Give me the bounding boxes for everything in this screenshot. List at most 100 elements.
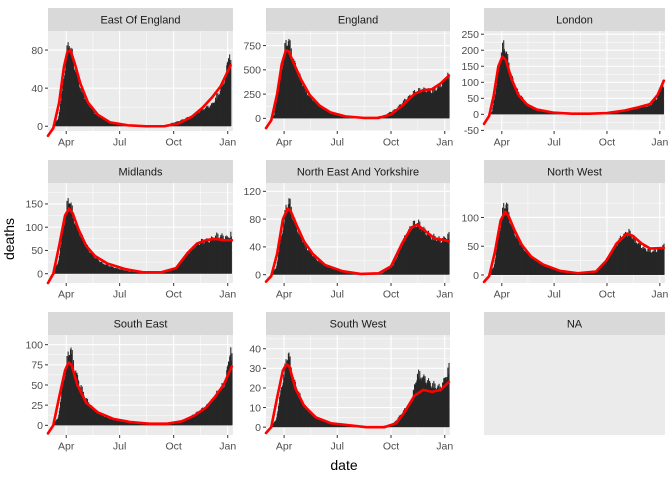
facet-strip xyxy=(48,8,233,31)
death-bar xyxy=(346,425,348,428)
death-bar xyxy=(335,114,337,119)
death-bar xyxy=(221,233,223,274)
death-bar xyxy=(281,70,283,119)
death-bar xyxy=(209,107,211,127)
death-bar xyxy=(591,271,593,275)
death-bar xyxy=(170,270,172,274)
death-bar xyxy=(396,257,398,275)
death-bar xyxy=(446,377,448,428)
death-bar xyxy=(425,382,427,428)
death-bar xyxy=(85,399,87,426)
death-bar xyxy=(306,250,308,275)
death-bar xyxy=(226,65,228,127)
death-bar xyxy=(101,118,103,127)
death-bar xyxy=(115,267,117,274)
death-bar xyxy=(434,87,436,119)
death-bar xyxy=(653,251,655,275)
death-bar xyxy=(111,266,113,274)
death-bar xyxy=(282,68,284,119)
death-bar xyxy=(205,406,207,426)
death-bar xyxy=(441,388,443,428)
death-bar xyxy=(653,248,655,275)
death-bar xyxy=(178,421,180,426)
trend-line xyxy=(264,49,451,130)
death-bar xyxy=(215,397,217,426)
death-bar xyxy=(312,416,315,428)
death-bar xyxy=(437,237,439,275)
death-bar xyxy=(380,273,382,275)
death-bar xyxy=(504,208,506,275)
death-bar xyxy=(125,421,127,426)
death-bar xyxy=(203,408,205,426)
death-bar xyxy=(392,265,394,275)
death-bar xyxy=(406,99,408,119)
death-bar xyxy=(86,398,89,426)
death-bar xyxy=(64,75,66,127)
death-bar xyxy=(83,395,85,426)
death-bar xyxy=(312,415,314,428)
death-bar xyxy=(185,254,187,274)
death-bar xyxy=(447,79,449,119)
death-bar xyxy=(82,391,84,426)
death-bar xyxy=(218,238,220,274)
death-bar xyxy=(288,198,290,275)
death-bar xyxy=(220,387,222,426)
death-bar xyxy=(297,234,299,275)
death-bar xyxy=(510,73,512,115)
death-bar xyxy=(432,89,434,119)
death-bar xyxy=(203,409,205,426)
death-bar xyxy=(383,272,385,275)
death-bar xyxy=(222,235,224,274)
death-bar xyxy=(654,252,656,275)
death-bar xyxy=(620,241,622,275)
death-bar xyxy=(300,79,302,119)
death-bar xyxy=(325,264,327,275)
death-bar xyxy=(167,270,169,274)
death-bar xyxy=(201,410,203,426)
death-bar xyxy=(72,213,74,274)
death-bar xyxy=(492,268,494,275)
death-bar xyxy=(439,238,441,275)
death-bar xyxy=(323,108,325,119)
death-bar xyxy=(623,233,625,275)
death-bar xyxy=(106,265,109,274)
death-bar xyxy=(527,103,529,115)
death-bar xyxy=(631,238,633,275)
death-bar xyxy=(342,271,344,275)
death-bar xyxy=(104,264,106,274)
death-bar xyxy=(541,110,543,115)
y-tick-label: 40 xyxy=(249,242,261,254)
death-bar xyxy=(59,401,62,426)
death-bar xyxy=(421,378,423,428)
death-bar xyxy=(115,419,117,426)
death-bar xyxy=(434,383,436,428)
facet-title: North West xyxy=(547,167,602,179)
death-bar xyxy=(194,246,196,274)
death-bar xyxy=(199,412,201,426)
death-bar xyxy=(304,405,306,428)
death-bar xyxy=(210,106,212,127)
death-bar xyxy=(324,264,326,275)
death-bar xyxy=(317,418,319,428)
death-bar xyxy=(99,116,101,127)
death-bar xyxy=(614,243,616,275)
death-bar xyxy=(289,198,291,275)
death-bar xyxy=(56,264,58,274)
death-bar xyxy=(395,109,397,119)
death-bar xyxy=(443,378,445,428)
death-bar xyxy=(343,425,345,428)
death-bar xyxy=(555,269,557,275)
death-bar xyxy=(625,235,627,275)
death-bar xyxy=(128,271,130,274)
death-bar xyxy=(229,356,231,426)
death-bar xyxy=(341,115,343,119)
death-bar xyxy=(197,112,199,127)
death-bar xyxy=(74,72,76,127)
death-bar xyxy=(598,267,600,275)
death-bar xyxy=(603,263,605,275)
death-bar xyxy=(118,420,120,426)
death-bar xyxy=(324,108,326,119)
death-bar xyxy=(411,230,413,275)
death-bar xyxy=(94,257,96,274)
death-bar xyxy=(209,105,211,127)
